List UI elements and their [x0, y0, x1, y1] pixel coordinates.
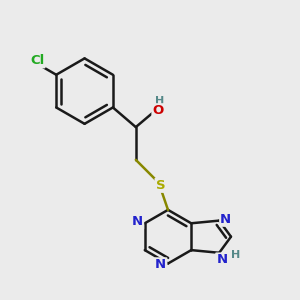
Text: H: H	[231, 250, 240, 260]
Text: S: S	[155, 179, 165, 192]
Text: N: N	[216, 254, 227, 266]
Text: H: H	[155, 96, 164, 106]
Text: O: O	[152, 104, 164, 117]
Text: N: N	[155, 258, 166, 271]
Text: Cl: Cl	[30, 54, 44, 67]
Text: N: N	[220, 213, 231, 226]
Text: N: N	[132, 215, 143, 229]
